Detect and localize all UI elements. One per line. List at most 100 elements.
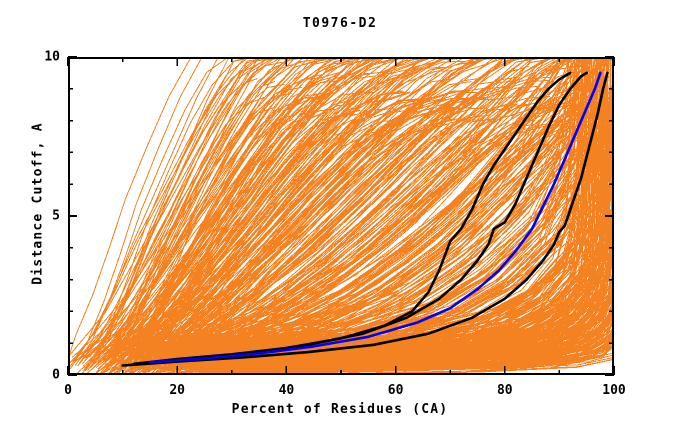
x-axis-label: Percent of Residues (CA) bbox=[231, 402, 449, 417]
ensemble-curve bbox=[72, 57, 292, 362]
ensemble-curve bbox=[82, 57, 308, 364]
ensemble-curve bbox=[220, 297, 614, 375]
ensemble-curve bbox=[102, 57, 328, 354]
ensemble-curve bbox=[121, 57, 516, 364]
ensemble-curve bbox=[108, 57, 541, 354]
ensemble-curve bbox=[112, 92, 333, 375]
ensemble-curve bbox=[154, 95, 606, 369]
ensemble-curve bbox=[106, 57, 501, 348]
x-tick-label: 0 bbox=[64, 383, 72, 398]
reference-curve bbox=[148, 71, 602, 364]
y-tick-label: 0 bbox=[52, 367, 60, 383]
ensemble-curve bbox=[128, 90, 403, 375]
ensemble-curve bbox=[143, 57, 593, 351]
ensemble-curve bbox=[82, 57, 341, 367]
ensemble-curve bbox=[194, 99, 614, 373]
ensemble-curve bbox=[133, 97, 473, 374]
ensemble-curve bbox=[169, 57, 586, 344]
ensemble-curve bbox=[141, 106, 460, 375]
ensemble-curve bbox=[142, 57, 461, 350]
ensemble-curve bbox=[146, 57, 590, 344]
ensemble-curve bbox=[169, 102, 585, 371]
ensemble-curve bbox=[93, 57, 368, 353]
ensemble-curve bbox=[128, 57, 463, 349]
ensemble-curve bbox=[161, 98, 474, 373]
ensemble-curve bbox=[94, 97, 265, 375]
ensemble-curve bbox=[145, 85, 540, 369]
ensemble-curve bbox=[127, 97, 462, 375]
ensemble-curve bbox=[152, 106, 602, 374]
ensemble-curve bbox=[121, 57, 401, 355]
ensemble-curve bbox=[106, 57, 425, 354]
ensemble-curve bbox=[234, 211, 614, 369]
ensemble-curve bbox=[131, 57, 548, 347]
ensemble-curve bbox=[100, 57, 293, 361]
ensemble-curve bbox=[144, 57, 577, 350]
ensemble-curve bbox=[196, 129, 614, 370]
ensemble-curve bbox=[181, 97, 614, 370]
x-tick-label: 20 bbox=[169, 383, 186, 398]
ensemble-curve bbox=[79, 57, 299, 364]
y-tick-label: 5 bbox=[52, 208, 60, 224]
ensemble-curve bbox=[106, 91, 365, 375]
reference-curve bbox=[143, 71, 588, 365]
ensemble-curve bbox=[188, 57, 599, 347]
ensemble-curve bbox=[68, 57, 292, 358]
ensemble-curve bbox=[179, 86, 596, 361]
ensemble-curve bbox=[170, 99, 613, 373]
ensemble-curve bbox=[122, 57, 473, 350]
ensemble-curve bbox=[215, 212, 614, 365]
reference-curve bbox=[121, 71, 609, 367]
ensemble-curve bbox=[95, 57, 376, 368]
ensemble-curve bbox=[110, 57, 554, 348]
ensemble-curve bbox=[129, 57, 404, 349]
ensemble-curve bbox=[224, 129, 614, 369]
ensemble-curve bbox=[187, 101, 604, 372]
ensemble-curve bbox=[187, 101, 598, 375]
ensemble-curve bbox=[77, 57, 298, 357]
ensemble-curve bbox=[107, 96, 327, 375]
ensemble-curve bbox=[172, 88, 611, 369]
ensemble-curve bbox=[104, 67, 417, 363]
ensemble-curve bbox=[222, 309, 614, 375]
ensemble-curve bbox=[231, 317, 614, 372]
ensemble-curve bbox=[95, 57, 512, 351]
ensemble-curve bbox=[168, 103, 519, 369]
ensemble-curve bbox=[104, 67, 445, 363]
page-title: T0976-D2 bbox=[302, 16, 378, 31]
ensemble-curve bbox=[151, 90, 595, 369]
x-tick-label: 100 bbox=[602, 383, 626, 398]
ensemble-curve bbox=[81, 57, 362, 355]
ensemble-curve bbox=[94, 57, 315, 363]
x-tick-label: 80 bbox=[496, 383, 513, 398]
ensemble-curve bbox=[204, 285, 604, 358]
plot-area bbox=[68, 57, 614, 375]
ensemble-curve bbox=[187, 168, 604, 352]
x-tick-label: 40 bbox=[278, 383, 295, 398]
ensemble-curve bbox=[187, 57, 593, 349]
ensemble-curve bbox=[149, 57, 599, 344]
ensemble-curve bbox=[79, 57, 419, 360]
ensemble-curve bbox=[176, 57, 604, 346]
y-tick-label: 10 bbox=[44, 49, 60, 65]
curves-layer bbox=[68, 57, 614, 375]
ensemble-curve bbox=[105, 57, 456, 355]
ensemble-curve bbox=[115, 57, 428, 356]
ensemble-curve bbox=[149, 101, 566, 375]
ensemble-curve bbox=[141, 102, 536, 372]
ensemble-curve bbox=[115, 57, 455, 356]
ensemble-curve bbox=[142, 57, 537, 354]
y-axis-label: Distance Cutoff, A bbox=[30, 122, 46, 285]
ensemble-curve bbox=[173, 57, 612, 351]
ensemble-curve bbox=[202, 262, 608, 352]
ensemble-curve bbox=[148, 57, 576, 353]
ensemble-curve bbox=[205, 90, 611, 367]
x-tick-label: 60 bbox=[387, 383, 404, 398]
ensemble-curve bbox=[156, 94, 605, 374]
ensemble-curve bbox=[175, 57, 608, 349]
ensemble-curve bbox=[119, 108, 400, 375]
ensemble-curve bbox=[95, 57, 266, 356]
ensemble-curve bbox=[250, 312, 614, 375]
ensemble-curve bbox=[101, 91, 327, 375]
